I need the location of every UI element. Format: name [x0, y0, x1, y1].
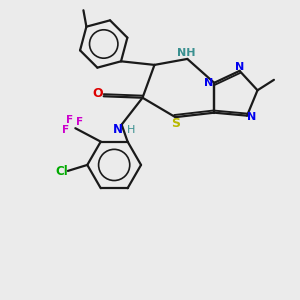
Text: F: F	[76, 117, 83, 127]
Text: F: F	[66, 115, 73, 125]
Text: O: O	[92, 87, 103, 101]
Text: S: S	[171, 117, 180, 130]
Text: N: N	[247, 112, 256, 122]
Text: N: N	[235, 62, 244, 72]
Text: Cl: Cl	[55, 165, 68, 178]
Text: N: N	[204, 78, 214, 88]
Text: F: F	[62, 125, 69, 135]
Text: NH: NH	[177, 48, 195, 58]
Text: H: H	[127, 125, 135, 135]
Text: N: N	[113, 124, 123, 136]
